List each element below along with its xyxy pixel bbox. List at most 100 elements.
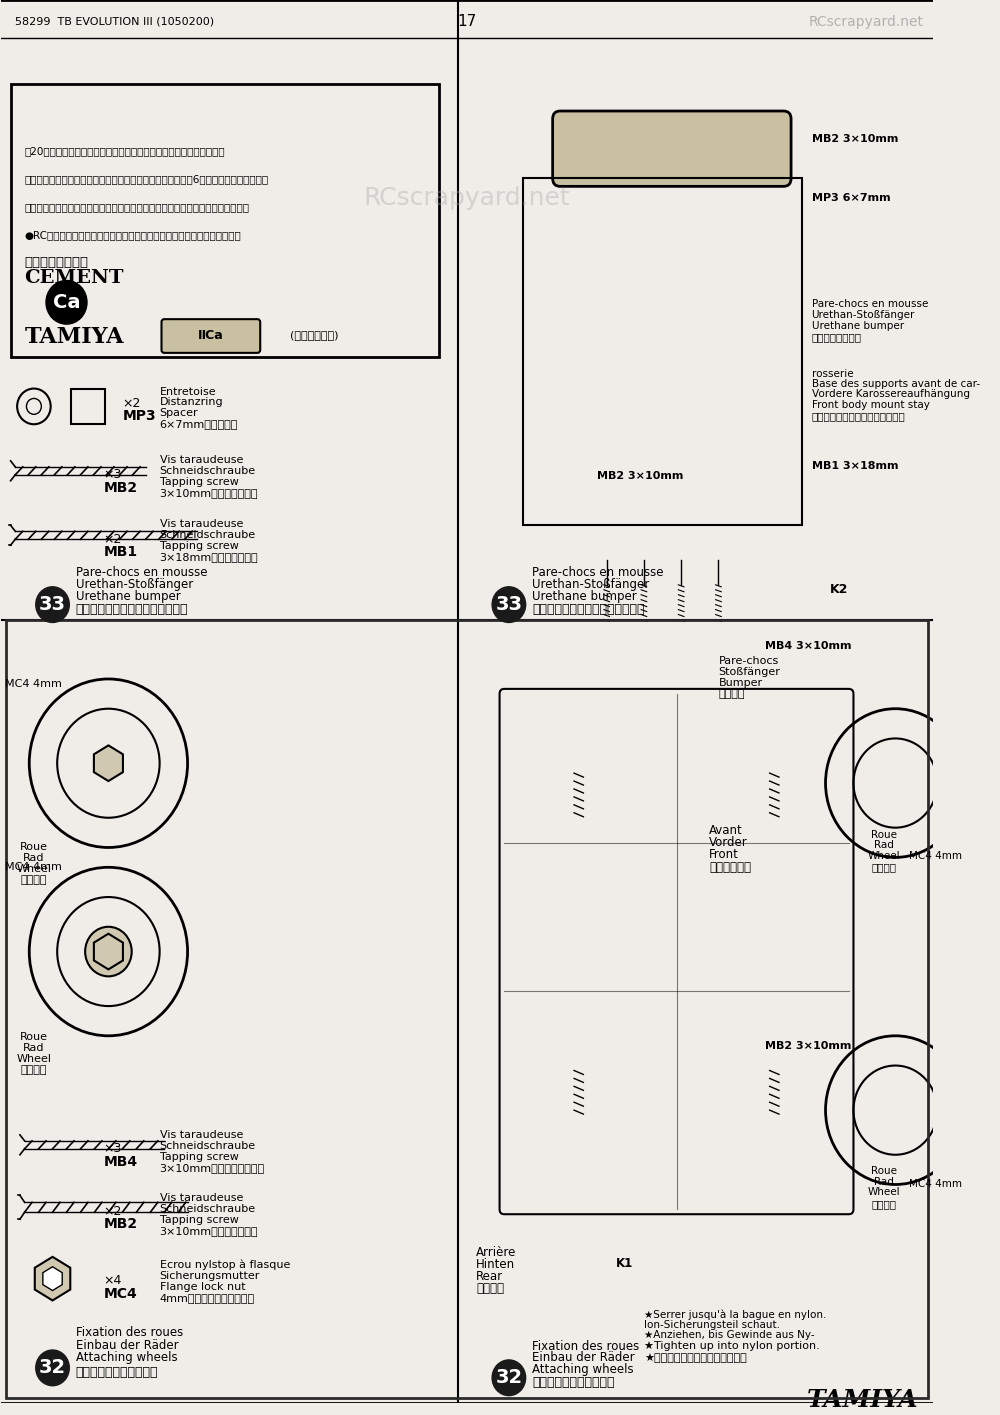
Text: Tapping screw: Tapping screw	[160, 541, 239, 552]
Text: ×3: ×3	[104, 1142, 122, 1155]
Text: 3×10mmタッピングビス: 3×10mmタッピングビス	[160, 1225, 258, 1237]
Text: Ecrou nylstop à flasque: Ecrou nylstop à flasque	[160, 1259, 290, 1271]
Bar	[11, 85, 439, 357]
Text: Stoßfänger: Stoßfänger	[718, 666, 780, 676]
Text: バンパー: バンパー	[718, 689, 745, 699]
Text: フロントボディーマウントステー: フロントボディーマウントステー	[812, 412, 905, 422]
Text: 《ホイールの取り付け》: 《ホイールの取り付け》	[76, 1367, 158, 1380]
Text: TAMIYA: TAMIYA	[25, 325, 124, 348]
Text: Pare-chocs: Pare-chocs	[718, 657, 779, 666]
Text: MC4: MC4	[104, 1286, 138, 1300]
Text: Pare-chocs en mousse: Pare-chocs en mousse	[812, 300, 928, 310]
Text: 《ウレタンバンパーの取り付け》: 《ウレタンバンパーの取り付け》	[532, 603, 645, 616]
FancyBboxPatch shape	[161, 320, 260, 352]
Text: ホイール: ホイール	[872, 862, 897, 872]
Text: Wheel: Wheel	[16, 865, 51, 874]
Text: Distanzring: Distanzring	[160, 398, 223, 408]
Text: MC4 4mm: MC4 4mm	[909, 1180, 962, 1190]
Text: Vis taraudeuse: Vis taraudeuse	[160, 519, 243, 529]
Text: lon-Sicherungsteil schaut.: lon-Sicherungsteil schaut.	[644, 1320, 780, 1330]
Text: Urethane bumper: Urethane bumper	[812, 321, 904, 331]
Text: Front body mount stay: Front body mount stay	[812, 400, 929, 410]
Text: ホイール: ホイール	[21, 876, 47, 886]
Text: Vis taraudeuse: Vis taraudeuse	[160, 1193, 243, 1203]
Text: 4mmフランジロックナット: 4mmフランジロックナット	[160, 1293, 255, 1303]
Text: Bumper: Bumper	[718, 678, 763, 688]
Text: Tapping screw: Tapping screw	[160, 477, 239, 487]
Circle shape	[492, 587, 526, 623]
Text: 《ホイールの取り付け》: 《ホイールの取り付け》	[532, 1377, 615, 1390]
Text: ホイール: ホイール	[872, 1200, 897, 1210]
Text: Fixation des roues: Fixation des roues	[532, 1340, 639, 1353]
Text: Rad: Rad	[23, 1043, 45, 1053]
Text: MC4 4mm: MC4 4mm	[909, 852, 962, 862]
Text: MB1 3×18mm: MB1 3×18mm	[812, 461, 898, 471]
Circle shape	[46, 280, 87, 324]
Text: TAMIYA: TAMIYA	[807, 1388, 919, 1412]
Text: 3×10mm細タッピングビス: 3×10mm細タッピングビス	[160, 1163, 265, 1173]
Text: Fixation des roues: Fixation des roues	[76, 1326, 183, 1339]
Text: タミヤ瞬間接着剤: タミヤ瞬間接着剤	[25, 256, 89, 269]
Text: Schneidschraube: Schneidschraube	[160, 466, 256, 475]
Text: 時に接着剤が隅々まで行きわたりやすいのも特長です。５㍧6アルミチューブ入りで、: 時に接着剤が隅々まで行きわたりやすいのも特長です。５㍧6アルミチューブ入りで、	[25, 174, 269, 184]
Text: 約20本のタイヤを接着することができます。マイクロノズル２本付き: 約20本のタイヤを接着することができます。マイクロノズル２本付き	[25, 147, 225, 157]
FancyBboxPatch shape	[553, 110, 791, 187]
Text: Wheel: Wheel	[868, 1187, 901, 1197]
Text: Vorder: Vorder	[709, 836, 748, 849]
Bar	[71, 389, 105, 424]
Text: MB1: MB1	[104, 545, 138, 559]
Text: Einbau der Räder: Einbau der Räder	[532, 1351, 635, 1364]
Text: 《リヤ》: 《リヤ》	[476, 1282, 504, 1295]
Text: Base des supports avant de car-: Base des supports avant de car-	[812, 379, 980, 389]
Text: ×2: ×2	[104, 1204, 122, 1218]
Text: MB2: MB2	[104, 481, 138, 495]
Text: MC4 4mm: MC4 4mm	[5, 862, 62, 872]
Text: Tapping screw: Tapping screw	[160, 1152, 239, 1162]
Text: ウレタンバンパー: ウレタンバンパー	[812, 333, 862, 342]
Text: MC4 4mm: MC4 4mm	[5, 679, 62, 689]
Text: rosserie: rosserie	[812, 369, 853, 379]
Text: Einbau der Räder: Einbau der Räder	[76, 1339, 178, 1351]
Text: Wheel: Wheel	[868, 852, 901, 862]
Text: Roue: Roue	[871, 1166, 897, 1176]
Text: などのタイヤの変形に耗える強力な接着力はもちろん、箘度が低いため組み立て: などのタイヤの変形に耗える強力な接着力はもちろん、箘度が低いため組み立て	[25, 202, 250, 212]
Bar	[523, 178, 802, 525]
Text: ×4: ×4	[104, 1274, 122, 1288]
Text: MB2 3×10mm: MB2 3×10mm	[765, 1040, 851, 1051]
Text: Schneidschraube: Schneidschraube	[160, 531, 256, 541]
Text: MB2 3×10mm: MB2 3×10mm	[812, 134, 898, 144]
Text: ★Anziehen, bis Gewinde aus Ny-: ★Anziehen, bis Gewinde aus Ny-	[644, 1330, 815, 1340]
Text: MB2 3×10mm: MB2 3×10mm	[597, 471, 684, 481]
Text: ⅡCa: ⅡCa	[198, 328, 224, 341]
Text: 33: 33	[39, 596, 66, 614]
Circle shape	[36, 1350, 69, 1385]
Text: Pare-chocs en mousse: Pare-chocs en mousse	[532, 566, 664, 579]
Text: ×3: ×3	[104, 468, 122, 481]
Text: 32: 32	[495, 1368, 522, 1387]
Text: Urethan-Stoßfänger: Urethan-Stoßfänger	[532, 579, 649, 591]
Text: ×2: ×2	[122, 398, 141, 410]
Text: 6×7mmスペーサー: 6×7mmスペーサー	[160, 419, 238, 429]
Text: ★Tighten up into nylon portion.: ★Tighten up into nylon portion.	[644, 1341, 820, 1351]
Text: Roue: Roue	[871, 829, 897, 839]
Text: MP3 6×7mm: MP3 6×7mm	[812, 194, 890, 204]
Text: Vordere Karossereaufhängung: Vordere Karossereaufhängung	[812, 389, 970, 399]
Text: Rear: Rear	[476, 1271, 503, 1283]
Text: K2: K2	[830, 583, 849, 596]
Circle shape	[85, 927, 132, 976]
Text: Urethan-Stoßfänger: Urethan-Stoßfänger	[76, 579, 193, 591]
Text: 3×10mmタッピングビス: 3×10mmタッピングビス	[160, 488, 258, 498]
Text: Roue: Roue	[20, 842, 48, 852]
Text: MB2: MB2	[104, 1217, 138, 1231]
Text: Vis taraudeuse: Vis taraudeuse	[160, 454, 243, 466]
Text: Rad: Rad	[874, 1176, 894, 1187]
Text: 33: 33	[495, 596, 522, 614]
Text: Sicherungsmutter: Sicherungsmutter	[160, 1271, 260, 1281]
Text: ●RCカーのゴムタイヤ専用に開発された瞬間接着剤です。コーナリング中: ●RCカーのゴムタイヤ専用に開発された瞬間接着剤です。コーナリング中	[25, 229, 241, 241]
Text: Urethan-Stoßfänger: Urethan-Stoßfänger	[812, 310, 915, 320]
Circle shape	[36, 587, 69, 623]
Text: Schneidschraube: Schneidschraube	[160, 1204, 256, 1214]
Text: Urethane bumper: Urethane bumper	[532, 590, 637, 603]
Text: 32: 32	[39, 1358, 66, 1377]
Text: ×2: ×2	[104, 532, 122, 546]
